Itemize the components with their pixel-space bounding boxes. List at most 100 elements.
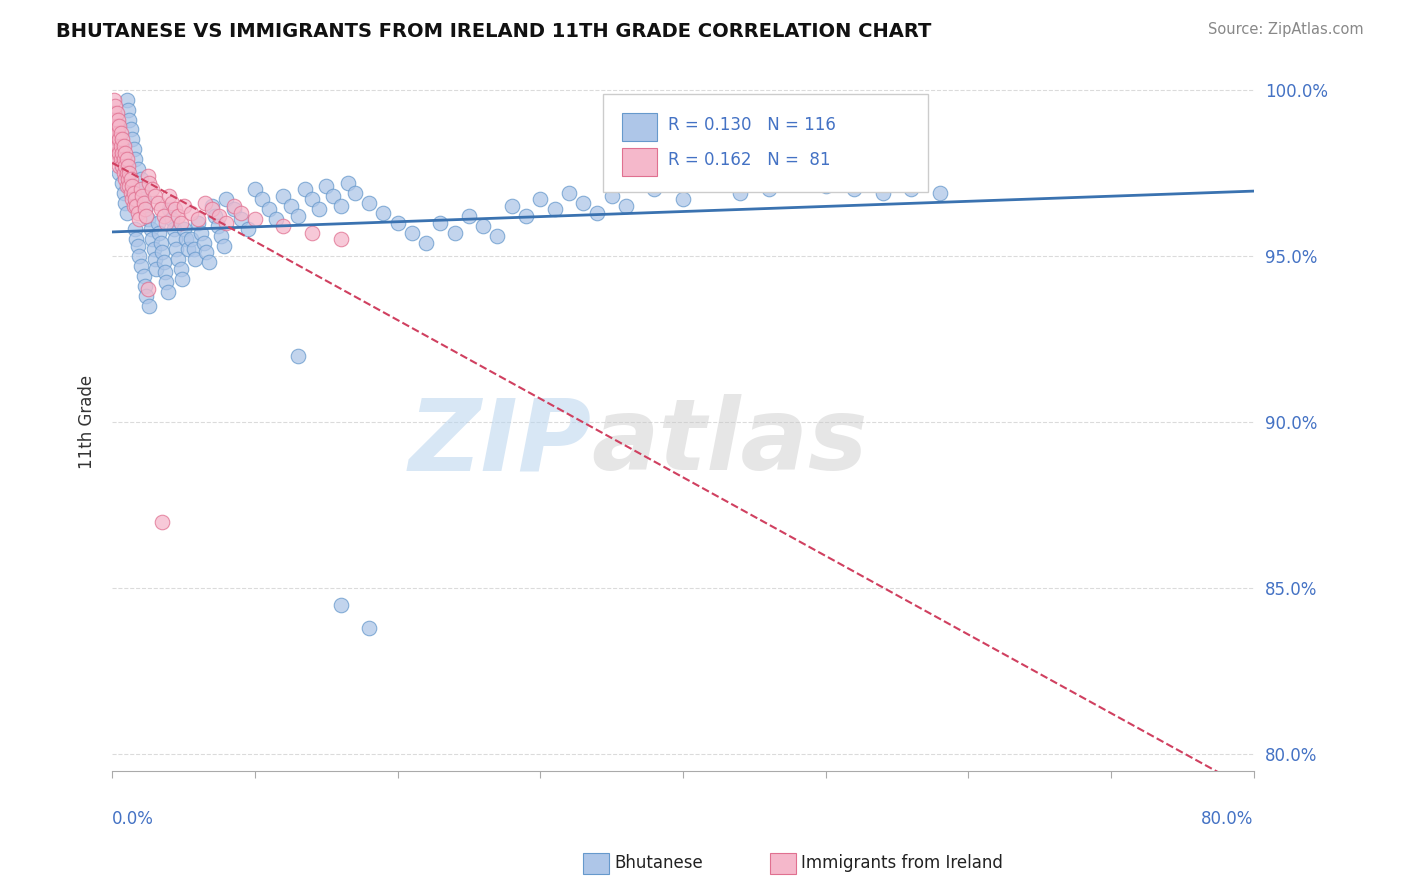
Text: Source: ZipAtlas.com: Source: ZipAtlas.com: [1208, 22, 1364, 37]
Point: [672, 192, 695, 206]
Point: [129, 182, 152, 196]
Point: [110, 126, 132, 140]
Point: [112, 186, 135, 200]
Point: [104, 99, 127, 113]
Point: [156, 285, 179, 300]
Point: [176, 232, 198, 246]
Point: [128, 212, 150, 227]
Point: [121, 132, 143, 146]
Point: [136, 169, 159, 183]
Point: [201, 199, 224, 213]
Point: [139, 222, 162, 236]
Text: R = 0.162   N =  81: R = 0.162 N = 81: [668, 152, 831, 169]
Point: [243, 212, 266, 227]
Point: [115, 153, 138, 167]
Point: [148, 226, 170, 240]
Point: [194, 195, 217, 210]
Point: [115, 179, 138, 194]
Point: [108, 159, 131, 173]
Point: [142, 242, 165, 256]
Point: [343, 186, 366, 200]
Point: [152, 255, 174, 269]
Point: [184, 252, 207, 267]
Point: [236, 222, 259, 236]
Point: [127, 162, 149, 177]
Point: [112, 139, 135, 153]
Point: [121, 179, 143, 194]
Point: [308, 202, 330, 217]
Text: Bhutanese: Bhutanese: [614, 855, 703, 872]
Point: [486, 228, 509, 243]
Point: [110, 153, 132, 167]
Point: [204, 209, 226, 223]
Point: [155, 216, 177, 230]
Point: [105, 106, 128, 120]
Point: [114, 172, 136, 186]
Point: [190, 226, 212, 240]
Point: [103, 93, 125, 107]
Point: [373, 205, 395, 219]
Point: [104, 112, 127, 127]
Point: [117, 103, 139, 117]
Point: [401, 226, 423, 240]
Text: R = 0.130   N = 116: R = 0.130 N = 116: [668, 116, 837, 135]
Point: [115, 205, 138, 219]
Point: [280, 199, 302, 213]
FancyBboxPatch shape: [623, 112, 657, 141]
Point: [131, 189, 153, 203]
Point: [558, 186, 581, 200]
Point: [215, 216, 238, 230]
Point: [157, 202, 180, 217]
Point: [229, 212, 252, 227]
Point: [132, 195, 155, 210]
Text: atlas: atlas: [592, 394, 868, 491]
Point: [515, 209, 537, 223]
Point: [172, 272, 194, 286]
Point: [110, 139, 132, 153]
Point: [180, 232, 202, 246]
Point: [104, 126, 127, 140]
Point: [108, 145, 131, 160]
Point: [138, 299, 160, 313]
Point: [108, 132, 131, 146]
Point: [586, 205, 609, 219]
Point: [134, 278, 156, 293]
Point: [928, 186, 950, 200]
Point: [136, 282, 159, 296]
Point: [443, 226, 465, 240]
Point: [167, 209, 190, 223]
Point: [170, 216, 193, 230]
Point: [117, 172, 139, 186]
Point: [120, 186, 142, 200]
Point: [122, 186, 145, 200]
Point: [501, 199, 523, 213]
Point: [357, 621, 380, 635]
Point: [145, 262, 167, 277]
Point: [112, 166, 135, 180]
Point: [814, 179, 837, 194]
Point: [322, 189, 344, 203]
Point: [294, 182, 316, 196]
Point: [129, 259, 152, 273]
Point: [141, 182, 163, 196]
Y-axis label: 11th Grade: 11th Grade: [79, 375, 96, 469]
Point: [103, 106, 125, 120]
Point: [329, 232, 352, 246]
Point: [529, 192, 551, 206]
Point: [152, 209, 174, 223]
Text: Immigrants from Ireland: Immigrants from Ireland: [801, 855, 1004, 872]
Point: [215, 192, 238, 206]
Point: [572, 195, 595, 210]
Point: [187, 216, 209, 230]
Point: [900, 182, 922, 196]
Point: [124, 192, 146, 206]
Point: [160, 195, 183, 210]
Point: [136, 212, 159, 227]
Point: [128, 249, 150, 263]
Point: [415, 235, 437, 250]
Point: [104, 139, 127, 153]
Point: [118, 166, 141, 180]
Point: [134, 202, 156, 217]
Point: [165, 242, 187, 256]
Point: [222, 202, 245, 217]
